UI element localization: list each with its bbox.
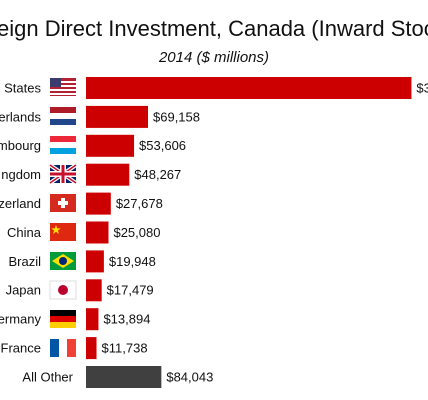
- flag-fr: [50, 339, 76, 357]
- category-label: ngdom: [1, 167, 41, 182]
- flag-br: [50, 252, 76, 270]
- category-label: Japan: [6, 283, 41, 298]
- bar: [86, 279, 102, 302]
- bar: [86, 250, 104, 273]
- bar: [86, 105, 149, 128]
- bar: [86, 337, 97, 360]
- value-label: $84,043: [166, 369, 213, 384]
- bar: [86, 134, 135, 157]
- value-label: $13,894: [103, 312, 150, 327]
- value-label: $17,479: [107, 283, 154, 298]
- value-label: $3: [416, 80, 428, 95]
- value-label: $27,678: [116, 196, 163, 211]
- flag-de: [50, 310, 76, 328]
- value-label: $11,738: [102, 341, 148, 356]
- flag-uk: [48, 163, 78, 185]
- value-label: $19,948: [109, 254, 156, 269]
- category-label: States: [4, 80, 41, 95]
- category-label: ermany: [0, 312, 41, 327]
- category-label: erlands: [0, 109, 41, 124]
- flag-cn: [50, 223, 76, 241]
- bar: [86, 221, 109, 244]
- bar: [86, 308, 99, 331]
- flag-ch: [50, 194, 76, 212]
- chart-subtitle: 2014 ($ millions): [158, 49, 269, 66]
- category-label: mbourg: [0, 138, 41, 153]
- bar: [86, 366, 162, 388]
- bar: [86, 163, 130, 186]
- category-label: All Other: [22, 369, 73, 384]
- category-label: Brazil: [8, 254, 41, 269]
- category-label: zerland: [0, 196, 41, 211]
- bar: [86, 77, 412, 99]
- flag-lu: [50, 136, 76, 154]
- value-label: $69,158: [153, 109, 200, 124]
- flag-us: [50, 78, 76, 96]
- category-label: China: [7, 225, 42, 240]
- flags: [48, 78, 78, 357]
- flag-jp: [49, 280, 77, 300]
- value-label: $48,267: [134, 167, 181, 182]
- bar: [86, 192, 111, 215]
- category-label: France: [1, 341, 41, 356]
- value-label: $25,080: [113, 225, 160, 240]
- value-label: $53,606: [139, 138, 186, 153]
- flag-nl: [50, 107, 76, 125]
- chart-title: eign Direct Investment, Canada (Inward S…: [0, 16, 428, 41]
